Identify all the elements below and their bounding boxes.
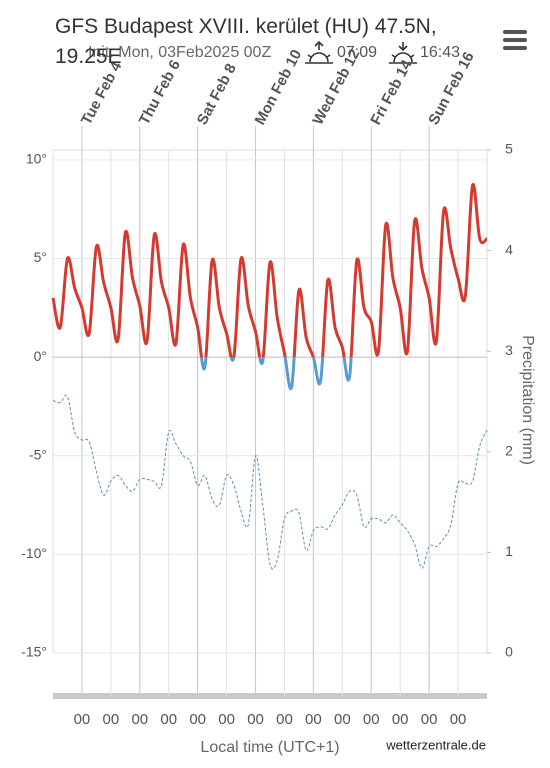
x-tick-label: 00 <box>247 711 264 728</box>
sunrise-icon <box>305 40 333 64</box>
y-tick-label: -15° <box>21 644 47 660</box>
y2-tick-label: 4 <box>505 241 513 257</box>
y2-tick-label: 5 <box>505 141 513 157</box>
x-tick-label: 00 <box>218 711 235 728</box>
x-tick-label: 00 <box>160 711 177 728</box>
x-tick-label: 00 <box>305 711 322 728</box>
subtitle: Init: Mon, 03Feb2025 00Z <box>88 44 272 61</box>
x-tick-label: 00 <box>276 711 293 728</box>
x-tick-label: 00 <box>131 711 148 728</box>
y-tick-label: -5° <box>29 446 47 462</box>
temperature-line <box>51 183 488 391</box>
y-tick-label: -10° <box>21 545 47 561</box>
x-tick-label: 00 <box>421 711 438 728</box>
y2-tick-label: 3 <box>505 342 513 358</box>
y-tick-label: 5° <box>34 249 47 265</box>
sunrise-time: 07:09 <box>337 44 377 61</box>
x-axis-label: Local time (UTC+1) <box>200 739 339 756</box>
y2-axis-label: Precipitation (mm) <box>519 335 536 465</box>
sunset-icon <box>389 42 417 64</box>
credit: wetterzentrale.de <box>385 737 486 752</box>
x-tick-label: 00 <box>363 711 380 728</box>
y2-tick-label: 1 <box>505 543 513 559</box>
y-tick-label: 10° <box>26 151 47 167</box>
x-tick-label: 00 <box>189 711 206 728</box>
x-tick-label: 00 <box>103 711 120 728</box>
chart-title: GFS Budapest XVIII. kerület (HU) 47.5N, … <box>55 15 437 68</box>
wind-strip <box>53 693 487 699</box>
menu-icon[interactable] <box>503 30 527 50</box>
y2-tick-label: 2 <box>505 443 513 459</box>
plot-frame <box>52 149 488 654</box>
x-tick-label: 00 <box>334 711 351 728</box>
sunset-time: 16:43 <box>420 44 460 61</box>
x-tick-label: 00 <box>74 711 91 728</box>
dewpoint-line <box>52 394 488 570</box>
x-tick-label: 00 <box>392 711 409 728</box>
y2-tick-label: 0 <box>505 644 513 660</box>
x-tick-label: 00 <box>450 711 467 728</box>
y-tick-label: 0° <box>34 348 47 364</box>
